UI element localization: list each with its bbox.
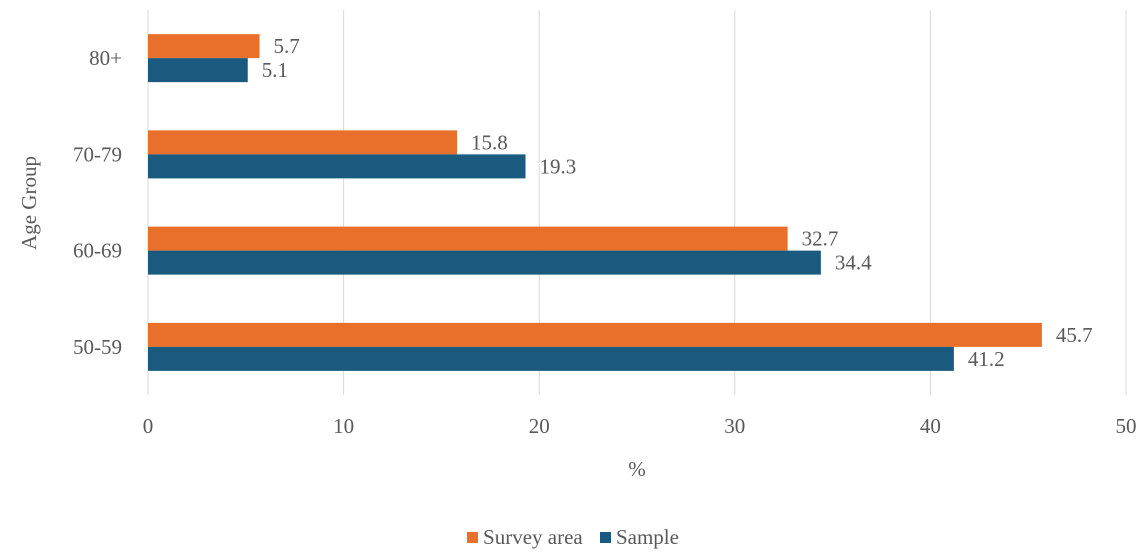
x-tick-label-20: 20 <box>529 414 550 438</box>
data-label-survey-area-60-69: 32.7 <box>802 227 839 251</box>
legend-swatch-sample <box>599 532 611 543</box>
x-tick-label-50: 50 <box>1116 414 1137 438</box>
bars <box>148 34 1042 371</box>
bar-survey-area-50-59 <box>148 322 1042 347</box>
bar-survey-area-60-69 <box>148 226 788 251</box>
data-label-sample-70-79: 19.3 <box>540 154 577 178</box>
y-tick-label-50-59: 50-59 <box>73 335 122 359</box>
x-tick-label-40: 40 <box>920 414 941 438</box>
legend-item-survey-area[interactable]: Survey area <box>467 525 583 550</box>
x-axis-ticks: 0 10 20 30 40 50 <box>143 414 1137 438</box>
bar-survey-area-80+ <box>148 34 260 59</box>
data-label-sample-60-69: 34.4 <box>835 251 872 275</box>
y-axis-ticks: 80+ 70-79 60-69 50-59 <box>73 46 122 359</box>
x-tick-label-10: 10 <box>333 414 354 438</box>
y-axis-title: Age Group <box>17 156 41 250</box>
data-label-sample-50-59: 41.2 <box>968 347 1005 371</box>
bar-sample-60-69 <box>148 250 821 275</box>
y-tick-label-80+: 80+ <box>89 46 122 70</box>
bar-sample-50-59 <box>148 346 954 371</box>
legend-swatch-survey-area <box>467 532 479 543</box>
data-label-survey-area-50-59: 45.7 <box>1056 323 1093 347</box>
legend-label-sample: Sample <box>615 525 679 549</box>
y-tick-label-60-69: 60-69 <box>73 239 122 263</box>
bar-sample-80+ <box>148 58 248 83</box>
legend-label-survey-area: Survey area <box>483 525 583 549</box>
legend-item-sample[interactable]: Sample <box>599 525 679 550</box>
bar-sample-70-79 <box>148 154 526 179</box>
x-tick-label-0: 0 <box>143 414 154 438</box>
x-axis-title: % <box>628 457 646 481</box>
data-labels: 5.75.1 15.8 19.3 32.734.4 45.7 41.2 <box>262 34 1093 371</box>
data-label-survey-area-80+: 5.7 <box>273 34 299 58</box>
x-tick-label-30: 30 <box>724 414 745 438</box>
data-label-survey-area-70-79: 15.8 <box>471 130 508 154</box>
bar-survey-area-70-79 <box>148 130 458 155</box>
data-label-sample-80+: 5.1 <box>262 58 288 82</box>
y-tick-label-70-79: 70-79 <box>73 142 122 166</box>
legend: Survey area Sample <box>0 524 1146 550</box>
